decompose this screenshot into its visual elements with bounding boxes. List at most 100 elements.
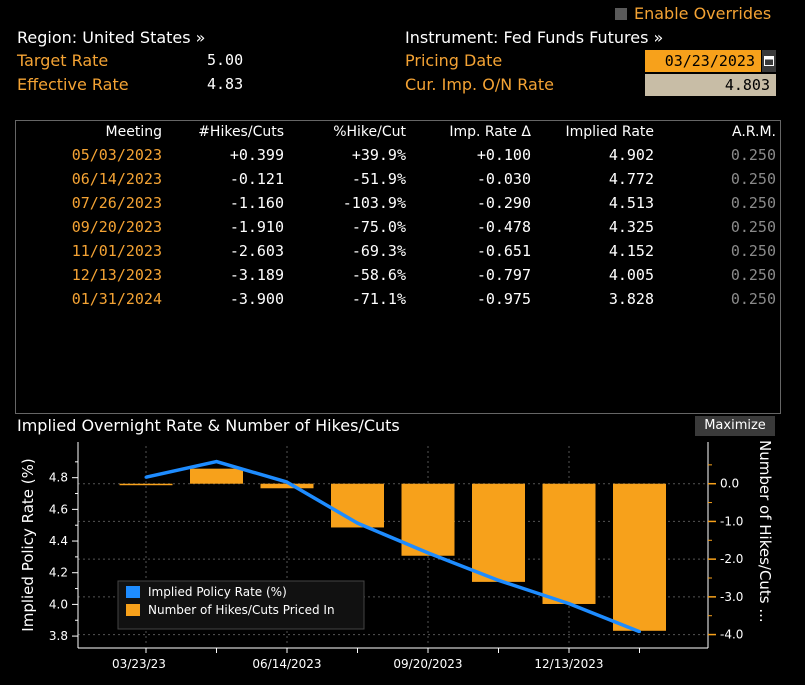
effective-rate-value: 4.83 <box>207 75 244 93</box>
meeting-date-cell[interactable]: 07/26/2023 <box>71 194 162 212</box>
column-header-1[interactable]: #Hikes/Cuts <box>198 124 284 140</box>
left-tick-label: 4.0 <box>49 597 68 611</box>
left-tick-label: 3.8 <box>49 629 68 643</box>
right-tick-label: -1.0 <box>720 514 743 528</box>
table-cell: -0.290 <box>476 194 531 212</box>
hikes-cuts-bar <box>542 483 596 604</box>
implied-rate-point <box>567 602 571 606</box>
hikes-cuts-bar <box>119 483 173 486</box>
column-header-4[interactable]: Implied Rate <box>565 124 654 140</box>
maximize-button[interactable]: Maximize <box>695 416 775 436</box>
right-axis-label: Number of Hikes/Cuts ... <box>756 440 774 623</box>
meeting-date-cell[interactable]: 05/03/2023 <box>71 146 162 164</box>
chart-axes: 4.8 4.6 4.4 4.2 4.0 3.8 Implied Policy Rate (%… <box>19 440 774 671</box>
enable-overrides-checkbox[interactable] <box>615 8 627 20</box>
legend-box <box>117 580 365 630</box>
target-rate-value: 5.00 <box>207 51 244 69</box>
meeting-date-cell[interactable]: 06/14/2023 <box>71 170 162 188</box>
table-cell: -1.910 <box>229 218 284 236</box>
column-header-2[interactable]: %Hike/Cut <box>333 124 406 140</box>
implied-rate-point <box>426 551 430 555</box>
table-cell: 0.250 <box>730 290 776 308</box>
chart-title: Implied Overnight Rate & Number of Hikes… <box>17 416 400 435</box>
left-tick-label: 4.2 <box>49 566 68 580</box>
table-cell: 4.772 <box>608 170 654 188</box>
table-cell: +0.399 <box>229 146 284 164</box>
chart-area: 4.8 4.6 4.4 4.2 4.0 3.8 Implied Policy Rate (%… <box>19 440 774 671</box>
table-cell: -2.603 <box>229 242 284 260</box>
meeting-date-cell[interactable]: 01/31/2024 <box>71 290 162 308</box>
legend-swatch <box>126 586 140 598</box>
bottom-tick-label: 03/23/23 <box>112 657 166 671</box>
legend-swatch <box>126 604 140 616</box>
right-tick-label: -2.0 <box>720 552 743 566</box>
hikes-cuts-bar <box>472 483 525 582</box>
table-cell: -75.0% <box>351 218 406 236</box>
column-header-3[interactable]: Imp. Rate Δ <box>449 124 531 140</box>
right-tick-label: -3.0 <box>720 590 743 604</box>
table-cell: 0.250 <box>730 146 776 164</box>
implied-rate-point <box>215 460 218 464</box>
meetings-table-panel: Meeting #Hikes/Cuts %Hike/Cut Imp. Rate Δ Im… <box>15 120 781 414</box>
bottom-tick-label: 09/20/2023 <box>393 657 462 671</box>
implied-rate-point <box>638 630 641 634</box>
column-header-5[interactable]: A.R.M. <box>732 124 776 140</box>
meeting-date-cell[interactable]: 09/20/2023 <box>71 218 162 236</box>
table-cell: -3.900 <box>229 290 284 308</box>
chart-legend: Implied Policy Rate (%) Number of Hikes/C… <box>117 580 365 630</box>
imp-rate-label: Cur. Imp. O/N Rate <box>405 75 554 94</box>
right-tick-label: 0.0 <box>720 477 739 491</box>
legend-label: Implied Policy Rate (%) <box>148 585 287 599</box>
left-tick-label: 4.4 <box>49 534 68 548</box>
instrument-selector[interactable]: Instrument: Fed Funds Futures » <box>405 28 664 47</box>
table-cell: 0.250 <box>730 194 776 212</box>
imp-rate-input[interactable]: 4.803 <box>645 74 776 96</box>
legend-label: Number of Hikes/Cuts Priced In <box>148 603 335 617</box>
table-cell: -0.030 <box>476 170 531 188</box>
left-tick-label: 4.6 <box>49 502 68 516</box>
enable-overrides-label[interactable]: Enable Overrides <box>634 4 772 23</box>
implied-rate-point <box>285 480 289 484</box>
hikes-cuts-bar <box>331 483 384 528</box>
table-cell: 4.513 <box>608 194 654 212</box>
left-tick-label: 4.8 <box>49 471 68 485</box>
implied-rate-point <box>144 475 148 479</box>
table-cell: 4.152 <box>608 242 654 260</box>
table-cell: -71.1% <box>351 290 406 308</box>
column-header-0[interactable]: Meeting <box>105 124 162 140</box>
bottom-tick-label: 12/13/2023 <box>534 657 603 671</box>
meeting-date-cell[interactable]: 11/01/2023 <box>71 242 162 260</box>
table-cell: 0.250 <box>730 242 776 260</box>
implied-rate-point <box>497 578 500 582</box>
bottom-tick-label: 06/14/2023 <box>252 657 321 671</box>
table-cell: +0.100 <box>476 146 531 164</box>
table-cell: -58.6% <box>351 266 406 284</box>
target-rate-label: Target Rate <box>17 51 109 70</box>
table-cell: -0.797 <box>476 266 531 284</box>
table-cell: 4.325 <box>608 218 654 236</box>
table-cell: -0.975 <box>476 290 531 308</box>
implied-rate-point <box>356 521 359 525</box>
calendar-icon[interactable] <box>762 50 776 72</box>
region-selector[interactable]: Region: United States » <box>17 28 206 47</box>
table-cell: -3.189 <box>229 266 284 284</box>
pricing-date-label: Pricing Date <box>405 51 503 70</box>
right-tick-label: -4.0 <box>720 628 743 642</box>
meeting-date-cell[interactable]: 12/13/2023 <box>71 266 162 284</box>
table-cell: -69.3% <box>351 242 406 260</box>
table-cell: +39.9% <box>351 146 406 164</box>
hikes-cuts-bar <box>190 468 243 484</box>
hikes-cuts-bar <box>260 483 314 489</box>
table-cell: 3.828 <box>608 290 654 308</box>
left-axis-label: Implied Policy Rate (%) <box>19 458 37 631</box>
chart-grid <box>78 446 708 644</box>
table-cell: -0.478 <box>476 218 531 236</box>
table-cell: 0.250 <box>730 266 776 284</box>
table-cell: -103.9% <box>342 194 406 212</box>
table-cell: 0.250 <box>730 170 776 188</box>
pricing-date-input[interactable]: 03/23/2023 <box>645 50 761 72</box>
table-cell: 0.250 <box>730 218 776 236</box>
table-cell: -51.9% <box>351 170 406 188</box>
table-cell: -0.651 <box>476 242 531 260</box>
table-cell: 4.005 <box>608 266 654 284</box>
